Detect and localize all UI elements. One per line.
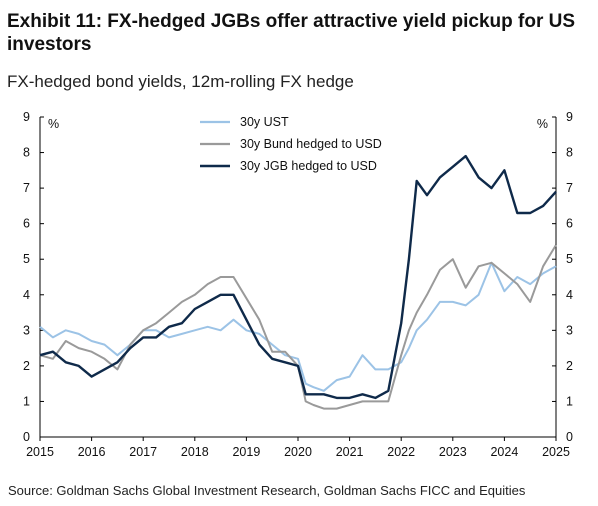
x-tick-label: 2024 [490,445,518,459]
y-tick-label-left: 6 [23,217,30,231]
legend-label-1: 30y UST [240,115,289,129]
y-tick-label-right: 7 [566,181,573,195]
series-line-2 [39,244,557,410]
x-tick-label: 2022 [387,445,415,459]
y-tick-label-right: 3 [566,323,573,337]
x-tick-label: 2016 [78,445,106,459]
y-tick-label-right: 1 [566,394,573,408]
x-tick-label: 2023 [439,445,467,459]
y-unit-right: % [537,117,548,131]
x-tick-label: 2017 [129,445,157,459]
y-tick-label-left: 4 [23,288,30,302]
y-tick-label-left: 5 [23,252,30,266]
legend-label-3: 30y JGB hedged to USD [240,159,377,173]
y-tick-label-right: 5 [566,252,573,266]
y-tick-label-right: 4 [566,288,573,302]
y-tick-label-right: 9 [566,110,573,124]
chart-title: Exhibit 11: FX-hedged JGBs offer attract… [7,11,576,55]
chart-subtitle: FX-hedged bond yields, 12m-rolling FX he… [7,72,354,91]
x-tick-label: 2020 [284,445,312,459]
series-line-3 [39,154,557,400]
source-note: Source: Goldman Sachs Global Investment … [8,483,526,498]
legend-label-2: 30y Bund hedged to USD [240,137,382,151]
y-tick-label-left: 3 [23,323,30,337]
line-chart: 0 0 1 1 2 2 3 3 4 4 5 5 6 6 7 7 8 8 9 9% % 2015 2016 2017 2018 20… [23,110,573,459]
y-tick-label-right: 0 [566,430,573,444]
y-tick-label-right: 2 [566,359,573,373]
y-tick-label-left: 2 [23,359,30,373]
x-tick-label: 2018 [181,445,209,459]
series-line-1 [39,261,557,392]
y-tick-label-left: 1 [23,394,30,408]
x-tick-label: 2019 [232,445,260,459]
y-tick-label-right: 8 [566,146,573,160]
y-tick-label-left: 7 [23,181,30,195]
y-tick-label-right: 6 [566,217,573,231]
x-tick-label: 2021 [336,445,364,459]
x-tick-label: 2015 [26,445,54,459]
x-tick-label: 2025 [542,445,570,459]
y-unit-left: % [48,117,59,131]
y-tick-label-left: 9 [23,110,30,124]
y-tick-label-left: 8 [23,146,30,160]
y-tick-label-left: 0 [23,430,30,444]
